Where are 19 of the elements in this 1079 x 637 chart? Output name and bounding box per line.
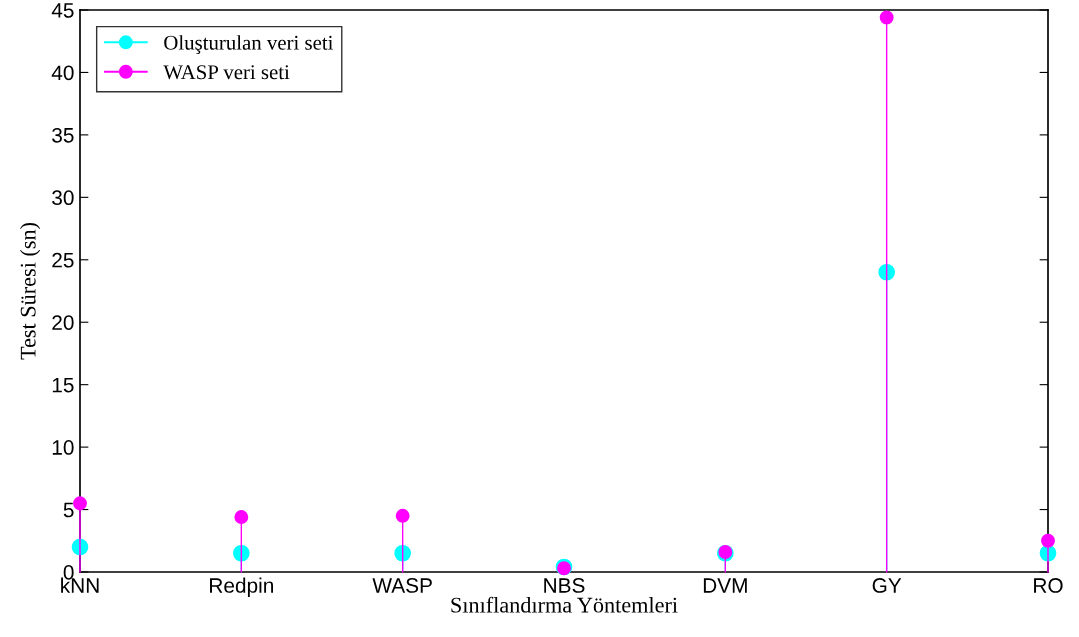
- y-tick-label: 45: [51, 3, 74, 18]
- y-tick-label: 20: [52, 315, 74, 330]
- y-tick-label: 15: [52, 377, 74, 393]
- x-axis-title: Sınıflandırma Yöntemleri: [451, 596, 678, 613]
- y-tick-label: 35: [52, 127, 74, 143]
- y-tick-label: 30: [52, 190, 74, 206]
- y-tick-label: 40: [51, 65, 74, 81]
- legend-label: Oluşturulan veri seti: [164, 35, 334, 55]
- x-tick-label: DVM: [703, 578, 747, 593]
- x-tick-label: WASP: [372, 578, 432, 593]
- x-tick-label: GY: [872, 578, 902, 593]
- x-tick-label: NBS: [544, 578, 585, 593]
- y-tick-label: 10: [52, 440, 74, 455]
- y-tick-label: 5: [63, 502, 74, 518]
- y-tick-label: 25: [52, 252, 74, 268]
- x-tick-label: Redpin: [210, 577, 273, 597]
- legend-label: WASP veri seti: [163, 65, 290, 80]
- x-tick-label: RO: [1034, 578, 1063, 593]
- y-axis-title: Test Süresi (sn): [20, 223, 41, 360]
